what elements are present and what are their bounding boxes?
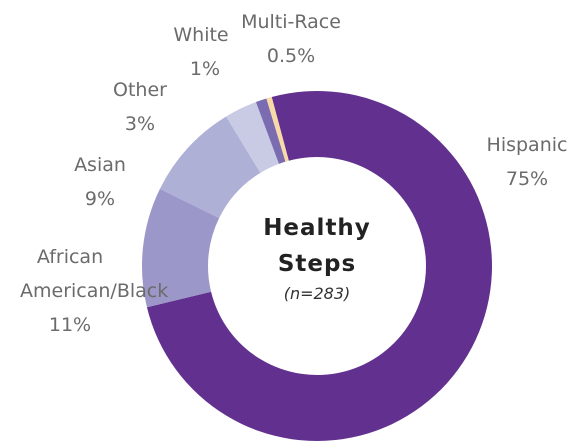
category-label: African American/Black: [20, 246, 169, 302]
chart-subtitle: (n=283): [283, 284, 351, 303]
category-label: Hispanic: [486, 134, 568, 156]
donut-slice: [255, 98, 286, 164]
chart-title: Healthy Steps: [263, 215, 371, 277]
slice-label: Asian 9%: [50, 148, 150, 216]
donut-slice: [266, 96, 289, 162]
category-label: White: [173, 24, 229, 46]
value-label: 9%: [84, 188, 116, 210]
donut-slice: [226, 102, 279, 173]
value-label: 75%: [505, 168, 549, 190]
donut-slice: [146, 91, 492, 441]
value-label: 11%: [48, 314, 92, 336]
slice-label: African American/Black 11%: [20, 240, 169, 342]
donut-slice: [159, 116, 261, 218]
slice-label: Multi-Race 0.5%: [226, 5, 356, 73]
category-label: Asian: [74, 154, 126, 176]
value-label: 1%: [189, 58, 221, 80]
slice-label: Other 3%: [90, 73, 190, 141]
value-label: 3%: [124, 113, 156, 135]
value-label: 0.5%: [266, 45, 316, 67]
category-label: Multi-Race: [241, 11, 341, 33]
donut-slice: [142, 188, 220, 308]
category-label: Other: [113, 79, 167, 101]
slice-label: Hispanic 75%: [467, 128, 576, 196]
center-label: Healthy Steps (n=283): [237, 210, 397, 306]
slice-label: White 1%: [150, 18, 260, 86]
